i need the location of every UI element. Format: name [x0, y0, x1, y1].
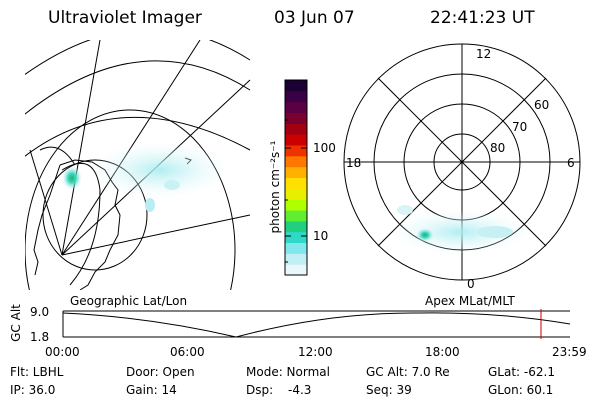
colorbar-band — [285, 134, 307, 146]
glon-info: GLon: 60.1 — [488, 383, 554, 397]
gc-alt-info: GC Alt: 7.0 Re — [366, 365, 450, 379]
door-info: Door: Open — [126, 365, 195, 379]
colorbar-band — [285, 166, 307, 178]
colorbar-band — [285, 253, 307, 265]
color-scale-bar — [284, 79, 308, 276]
altitude-strip — [62, 309, 571, 339]
glat-info: GLat: -62.1 — [488, 365, 555, 379]
time-tick-2359: 23:59 — [552, 345, 587, 359]
ip-info: IP: 36.0 — [10, 383, 56, 397]
mlt-label-12: 12 — [476, 47, 492, 61]
seq-info: Seq: 39 — [366, 383, 412, 397]
apex-label: Apex MLat/MLT — [425, 294, 515, 308]
colorbar-tick-10: 10 — [313, 229, 329, 243]
colorbar-band — [285, 264, 307, 276]
geographic-aurora — [62, 142, 230, 212]
gain-info: Gain: 14 — [126, 383, 177, 397]
colorbar-band — [285, 220, 307, 233]
colorbar-tick-100: 100 — [313, 141, 336, 155]
filter-info: Flt: LBHL — [10, 365, 64, 379]
colorbar-ticks — [285, 119, 307, 263]
dsp-info-label: Dsp: — [246, 383, 274, 397]
colorbar-band — [285, 177, 307, 189]
lat-label-70: 70 — [512, 120, 528, 134]
alt-tick-low: 1.8 — [30, 330, 50, 344]
time-tick-1200: 12:00 — [298, 345, 333, 359]
polar-aurora — [390, 205, 530, 254]
geographic-label: Geographic Lat/Lon — [70, 294, 188, 308]
alt-tick-high: 9.0 — [30, 305, 50, 319]
mlt-label-0: 0 — [467, 277, 475, 291]
geographic-map — [25, 40, 251, 290]
colorbar-unit-label: photon cm⁻²s⁻¹ — [268, 140, 282, 234]
instrument-title: Ultraviolet Imager — [48, 8, 202, 28]
mode-info: Mode: Normal — [246, 365, 330, 379]
colorbar-band — [285, 80, 307, 92]
colorbar-band — [285, 242, 307, 254]
date-label: 03 Jun 07 — [274, 8, 355, 28]
colorbar-band — [285, 199, 307, 211]
gc-alt-axis-label: GC Alt — [9, 304, 23, 342]
mlt-label-6: 6 — [567, 156, 575, 170]
time-tick-0600: 06:00 — [170, 345, 205, 359]
time-label: 22:41:23 UT — [430, 8, 535, 28]
colorbar-band — [285, 145, 307, 157]
mlt-label-18: 18 — [346, 156, 362, 170]
colorbar-band — [285, 231, 307, 243]
lat-label-60: 60 — [534, 98, 550, 112]
time-tick-0000: 00:00 — [45, 345, 80, 359]
lat-label-80: 80 — [490, 141, 506, 155]
colorbar-band — [285, 101, 307, 113]
dsp-info-value: -4.3 — [288, 383, 312, 397]
colorbar-band — [285, 210, 307, 222]
colorbar-band — [285, 155, 307, 168]
colorbar-band — [285, 90, 307, 103]
time-tick-1800: 18:00 — [425, 345, 460, 359]
colorbar-band — [285, 188, 307, 200]
colorbar-band — [285, 123, 307, 135]
colorbar-band — [285, 112, 307, 124]
